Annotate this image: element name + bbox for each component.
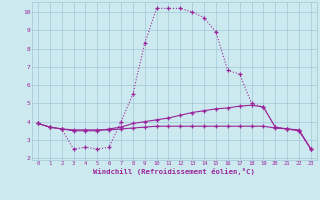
- X-axis label: Windchill (Refroidissement éolien,°C): Windchill (Refroidissement éolien,°C): [93, 168, 255, 175]
